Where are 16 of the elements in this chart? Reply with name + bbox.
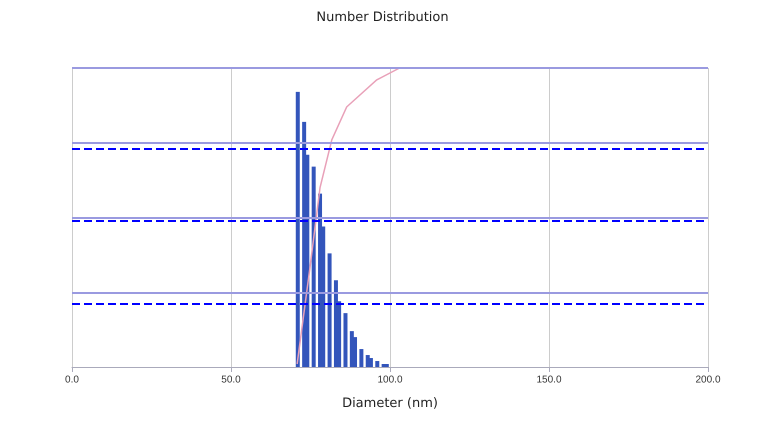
bar: [384, 364, 389, 367]
x-tick-label: 0.0: [65, 374, 80, 386]
bar: [296, 92, 300, 367]
bar: [375, 361, 380, 367]
bar: [368, 358, 373, 367]
x-tick-label: 100.0: [377, 374, 403, 386]
chart-title: Number Distribution: [316, 10, 449, 25]
x-tick-label: 150.0: [536, 374, 562, 386]
x-axis-title: Diameter (nm): [342, 396, 438, 411]
x-tick-label: 50.0: [221, 374, 242, 386]
x-tick-label: 200.0: [695, 374, 721, 386]
bar: [312, 166, 316, 367]
bar: [366, 355, 370, 367]
bar: [359, 349, 364, 367]
bar: [328, 253, 332, 367]
bar: [343, 313, 348, 367]
